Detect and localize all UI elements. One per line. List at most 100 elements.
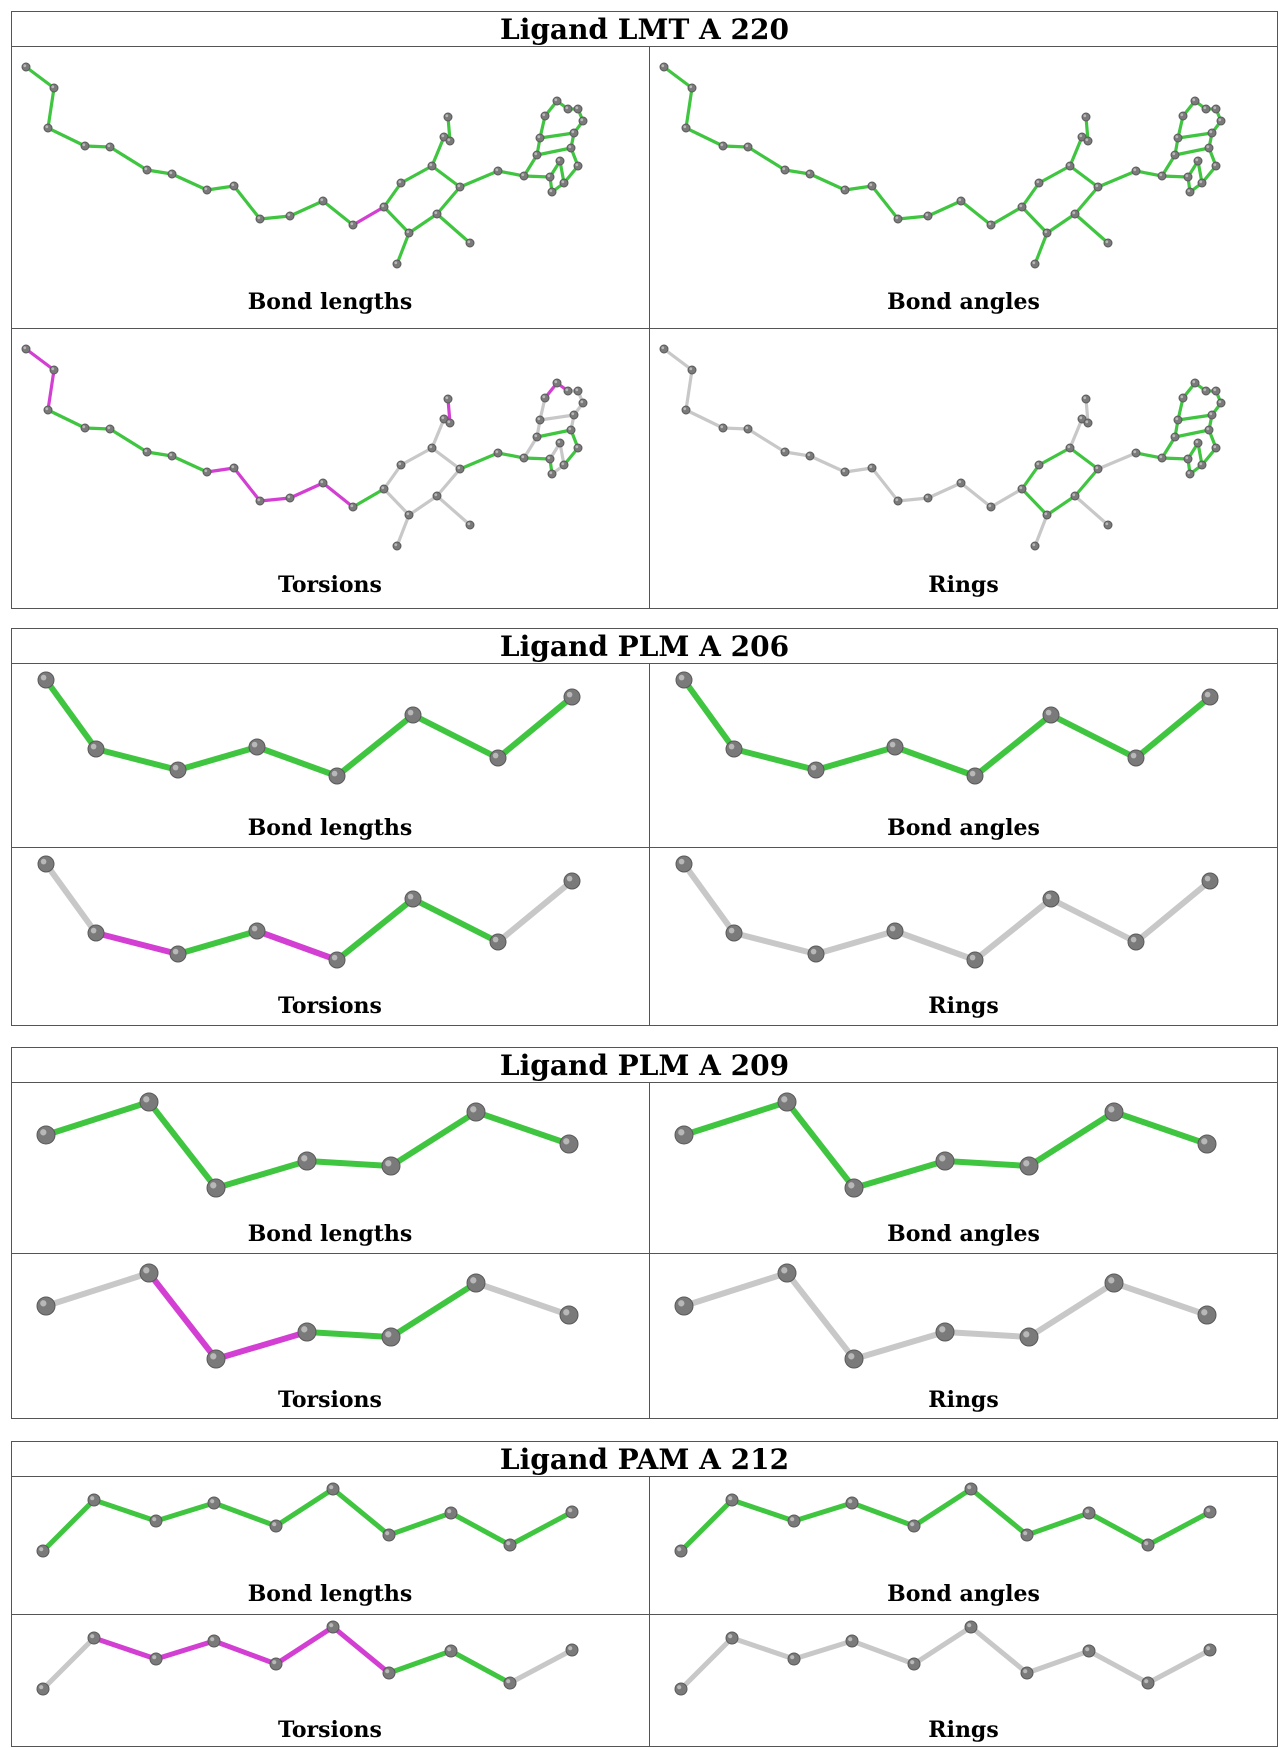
bond [843, 466, 874, 474]
panel-bond-angles: Bond angles [650, 47, 1277, 328]
atom-highlight [40, 674, 47, 681]
atom-highlight [1079, 134, 1083, 138]
atom [36, 1296, 56, 1316]
bond [386, 1510, 454, 1538]
atom-highlight [1213, 163, 1217, 167]
atom-highlight [1105, 240, 1109, 244]
atom-highlight [939, 1155, 946, 1162]
atom [1185, 469, 1195, 479]
atom [540, 111, 550, 121]
atom [87, 924, 105, 942]
atom [149, 1652, 163, 1666]
atom-highlight [689, 367, 693, 371]
atom-highlight [568, 1646, 573, 1651]
bond [535, 428, 573, 439]
atom-highlight [1213, 445, 1217, 449]
atom-highlight [842, 469, 846, 473]
atom [1197, 178, 1207, 188]
panel-torsions: Torsions [12, 329, 648, 608]
atom-highlight [1108, 1106, 1115, 1113]
atom-highlight [988, 222, 992, 226]
atom-highlight [728, 743, 735, 750]
bond [1068, 446, 1100, 471]
bond [1020, 487, 1049, 517]
atom-highlight [1180, 113, 1184, 117]
bond [959, 199, 993, 227]
atom-highlight [398, 180, 402, 184]
atom-highlight [869, 183, 873, 187]
bond [989, 205, 1024, 227]
bond [24, 347, 56, 372]
atom [535, 415, 545, 425]
atom-highlight [1201, 1138, 1208, 1145]
atom [1173, 415, 1183, 425]
molecule-view [674, 1263, 1217, 1369]
atom-highlight [1036, 180, 1040, 184]
atom [674, 1296, 694, 1316]
bond [146, 1270, 219, 1362]
panel-bond-lengths: Bond lengths [12, 47, 648, 328]
bond [1026, 1109, 1117, 1169]
atom-highlight [728, 1634, 733, 1639]
atom-highlight [210, 1353, 217, 1360]
bond [813, 928, 898, 957]
bond [24, 65, 56, 90]
bond [273, 1624, 336, 1667]
bond [40, 1497, 97, 1554]
atom-highlight [542, 395, 546, 399]
atom [379, 484, 389, 494]
atom-highlight [678, 674, 685, 681]
atom-highlight [565, 106, 569, 110]
molecule-view [36, 1620, 579, 1696]
atom-highlight [82, 143, 86, 147]
atom-highlight [561, 180, 565, 184]
bond [731, 746, 819, 773]
atom [659, 62, 669, 72]
atom [80, 141, 90, 151]
bond [170, 454, 209, 474]
atom [489, 933, 507, 951]
bond [507, 1509, 575, 1548]
atom-highlight [1133, 450, 1137, 454]
atom-highlight [549, 189, 553, 193]
atom-highlight [495, 168, 499, 172]
atom-highlight [1108, 1277, 1115, 1284]
bond [330, 1624, 392, 1676]
atom-highlight [1206, 145, 1210, 149]
atom [297, 1322, 317, 1342]
atom-highlight [521, 173, 525, 177]
atom-highlight [429, 163, 433, 167]
atom-highlight [1218, 118, 1222, 122]
atom [206, 1178, 226, 1198]
atom [956, 478, 966, 488]
atom [845, 1634, 859, 1648]
bond [746, 427, 787, 454]
atom [659, 344, 669, 354]
atom-highlight [1130, 936, 1137, 943]
atom-highlight [385, 1669, 390, 1674]
atom-highlight [969, 954, 976, 961]
atom [1017, 202, 1027, 212]
atom [1141, 1538, 1155, 1552]
atom [547, 187, 557, 197]
atom-highlight [204, 187, 208, 191]
atom [886, 922, 904, 940]
bond [304, 1329, 394, 1340]
atom [21, 62, 31, 72]
atom-highlight [1187, 189, 1191, 193]
atom [255, 496, 265, 506]
bond [395, 231, 411, 266]
atom [167, 451, 177, 461]
atom [1131, 166, 1141, 176]
atom [923, 493, 933, 503]
atom [466, 1273, 486, 1293]
atom [1042, 706, 1060, 724]
atom [1083, 136, 1093, 146]
bond [1096, 169, 1138, 189]
atom-highlight [967, 1485, 972, 1490]
atom [935, 1151, 955, 1171]
bond [146, 1099, 219, 1191]
bond [351, 487, 386, 509]
panel-label: Bond angles [887, 1581, 1040, 1607]
atom [1207, 128, 1217, 138]
